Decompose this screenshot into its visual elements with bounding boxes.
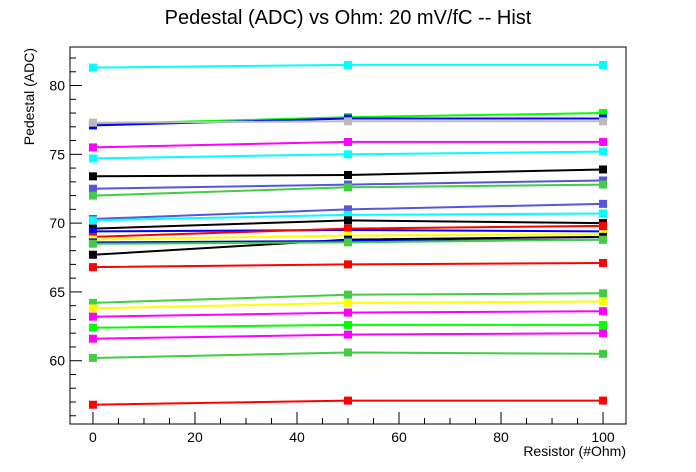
data-point (88, 172, 97, 181)
data-point (88, 353, 97, 362)
series-9 (88, 180, 608, 200)
data-point (599, 297, 608, 306)
data-point (88, 154, 97, 163)
data-point (344, 330, 352, 339)
data-point (599, 147, 608, 156)
data-point (88, 239, 97, 248)
y-tick-label: 75 (49, 146, 65, 162)
data-point (599, 259, 608, 268)
data-point (88, 184, 97, 193)
data-point (599, 60, 608, 69)
data-point (599, 117, 608, 126)
x-tick-label: 0 (89, 429, 97, 445)
data-point (344, 224, 352, 233)
series-layer (88, 60, 608, 409)
series-18 (88, 235, 608, 248)
data-point (344, 210, 352, 219)
series-6 (88, 147, 608, 163)
series-21 (88, 297, 608, 313)
data-point (88, 63, 97, 72)
data-point (599, 349, 608, 358)
data-point (88, 118, 97, 127)
y-axis: 60 65 70 75 80 (49, 57, 82, 417)
data-point (88, 227, 97, 236)
data-point (344, 150, 352, 159)
series-26 (88, 396, 608, 409)
series-4 (88, 117, 608, 127)
data-point (344, 396, 352, 405)
data-point (344, 238, 352, 247)
data-point (344, 298, 352, 307)
data-point (88, 400, 97, 409)
chart-title: Pedestal (ADC) vs Ohm: 20 mV/fC -- Hist (165, 7, 532, 29)
x-axis: 0 20 40 60 80 100 (89, 412, 615, 445)
series-25 (88, 348, 608, 362)
data-point (344, 183, 352, 192)
x-axis-label: Resistor (#Ohm) (523, 443, 626, 459)
data-point (88, 323, 97, 332)
data-point (344, 348, 352, 357)
y-tick-label: 80 (49, 78, 65, 94)
x-tick-label: 100 (591, 429, 615, 445)
data-point (599, 289, 608, 298)
x-tick-label: 20 (187, 429, 203, 445)
data-point (344, 137, 352, 146)
series-22 (88, 307, 608, 321)
y-tick-label: 65 (49, 284, 65, 300)
data-point (599, 165, 608, 174)
series-24 (88, 329, 608, 343)
series-19 (88, 259, 608, 272)
series-1 (88, 60, 608, 72)
x-tick-label: 40 (289, 429, 305, 445)
x-tick-label: 80 (493, 429, 509, 445)
data-point (344, 231, 352, 240)
y-tick-label: 60 (49, 353, 65, 369)
data-point (344, 60, 352, 69)
data-point (599, 209, 608, 218)
y-tick-label: 70 (49, 215, 65, 231)
data-point (344, 320, 352, 329)
data-point (599, 396, 608, 405)
data-point (599, 180, 608, 189)
data-point (88, 298, 97, 307)
series-5 (88, 137, 608, 152)
data-point (344, 205, 352, 214)
data-point (599, 137, 608, 146)
data-point (599, 320, 608, 329)
data-point (344, 290, 352, 299)
data-point (599, 176, 608, 185)
data-point (88, 312, 97, 321)
series-7 (88, 165, 608, 181)
data-point (599, 109, 608, 118)
data-point (344, 260, 352, 269)
series-11 (88, 209, 608, 225)
data-point (88, 143, 97, 152)
data-point (599, 221, 608, 230)
data-point (88, 334, 97, 343)
x-tick-label: 60 (391, 429, 407, 445)
data-point (599, 199, 608, 208)
data-point (344, 216, 352, 225)
data-point (599, 235, 608, 244)
series-20 (88, 289, 608, 307)
data-point (88, 250, 97, 259)
data-point (344, 117, 352, 126)
y-axis-label: Pedestal (ADC) (21, 48, 37, 145)
data-point (88, 304, 97, 313)
data-point (88, 263, 97, 272)
data-point (88, 191, 97, 200)
data-point (88, 216, 97, 225)
data-point (344, 308, 352, 317)
data-point (344, 170, 352, 179)
series-23 (88, 320, 608, 332)
data-point (599, 307, 608, 316)
data-point (599, 329, 608, 338)
